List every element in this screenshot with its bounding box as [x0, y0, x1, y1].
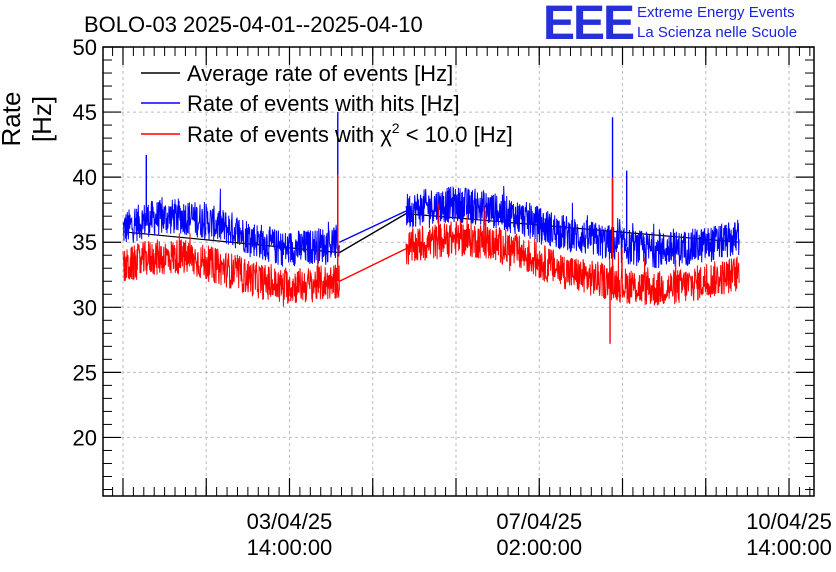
y-tick-label: 40	[73, 165, 97, 190]
chart-title: BOLO-03 2025-04-01--2025-04-10	[84, 12, 423, 37]
legend-hits-label: Rate of events with hits [Hz]	[187, 91, 460, 116]
y-tick-label: 25	[73, 360, 97, 385]
series-gap-connector	[339, 212, 407, 254]
y-tick-label: 20	[73, 425, 97, 450]
axis-ticks: 20 25 30 35 40 45 50	[73, 35, 814, 496]
legend-chi-sup: 2	[392, 120, 400, 136]
x-tick-time: 14:00:00	[246, 535, 333, 560]
series-layer	[122, 112, 740, 344]
series-gap-connector	[339, 248, 407, 282]
legend-avg-label: Average rate of events [Hz]	[187, 61, 453, 86]
eee-logo: EEE	[543, 0, 635, 50]
grid	[103, 46, 814, 496]
series-line-hits	[405, 185, 740, 269]
legend-chi-prefix: Rate of events with	[187, 122, 380, 147]
x-tick-label: 07/04/25 02:00:00	[484, 509, 594, 561]
x-tick-label: 03/04/25 14:00:00	[234, 509, 344, 561]
x-tick-date: 07/04/25	[496, 509, 583, 534]
legend: Average rate of events [Hz] Rate of even…	[141, 61, 513, 147]
x-tick-date: 03/04/25	[246, 509, 333, 534]
x-tick-time: 14:00:00	[746, 535, 832, 560]
plot-frame	[102, 46, 815, 497]
series-line-chi2	[122, 233, 340, 307]
y-tick-label: 35	[73, 230, 97, 255]
logo-subtitle-1: Extreme Energy Events	[637, 4, 795, 21]
x-tick-label: 10/04/25 14:00:00	[734, 509, 836, 561]
logo-subtitle-2: La Scienza nelle Scuole	[637, 24, 798, 41]
series-line-chi2	[405, 203, 740, 306]
legend-chi-suffix: < 10.0 [Hz]	[400, 122, 513, 147]
y-tick-label: 30	[73, 295, 97, 320]
y-tick-label: 45	[73, 100, 97, 125]
x-tick-time: 02:00:00	[496, 535, 583, 560]
legend-chi-symbol: χ	[380, 122, 392, 147]
series-gap-connector	[339, 210, 407, 243]
x-tick-date: 10/04/25	[746, 509, 832, 534]
y-tick-label: 50	[73, 35, 97, 60]
legend-chi-label: Rate of events with χ2 < 10.0 [Hz]	[187, 120, 513, 147]
series-line-hits	[122, 188, 340, 267]
